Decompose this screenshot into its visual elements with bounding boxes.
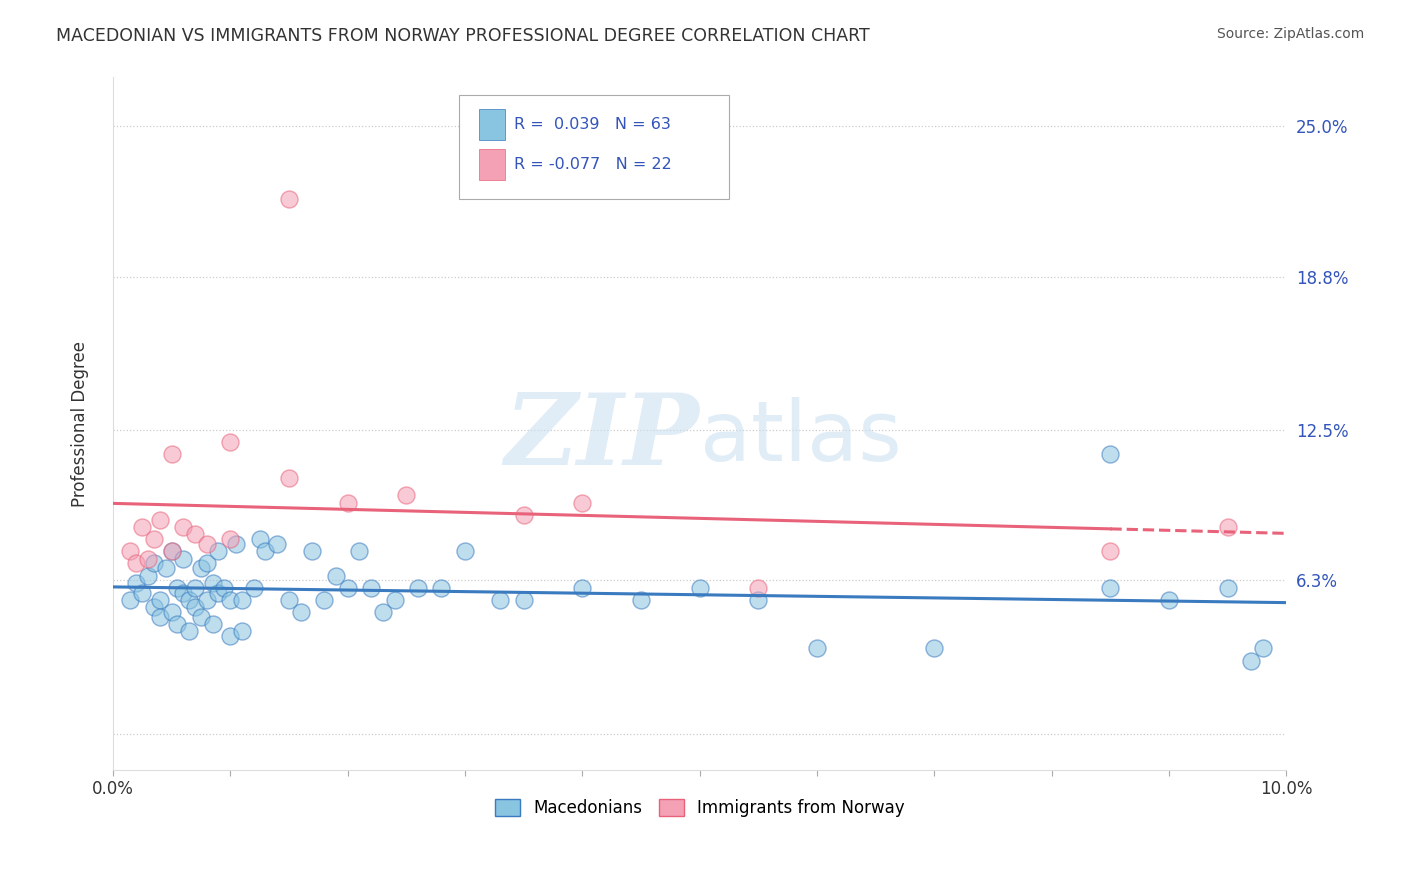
Macedonians (301, 544, 323, 558)
Macedonians (1099, 581, 1122, 595)
Immigrants from Norway (277, 192, 299, 206)
Macedonians (1251, 641, 1274, 656)
Macedonians (179, 624, 201, 639)
Immigrants from Norway (120, 544, 142, 558)
Macedonians (190, 561, 212, 575)
Macedonians (336, 581, 359, 595)
Legend: Macedonians, Immigrants from Norway: Macedonians, Immigrants from Norway (488, 792, 911, 824)
Macedonians (806, 641, 828, 656)
Macedonians (219, 629, 242, 643)
Macedonians (489, 593, 512, 607)
Macedonians (571, 581, 593, 595)
Macedonians (172, 551, 194, 566)
Text: R = -0.077   N = 22: R = -0.077 N = 22 (515, 157, 672, 172)
Macedonians (195, 593, 218, 607)
Macedonians (254, 544, 277, 558)
Macedonians (149, 610, 172, 624)
Text: R =  0.039   N = 63: R = 0.039 N = 63 (515, 117, 671, 132)
Immigrants from Norway (336, 496, 359, 510)
Macedonians (201, 617, 224, 632)
Text: Source: ZipAtlas.com: Source: ZipAtlas.com (1216, 27, 1364, 41)
Immigrants from Norway (277, 471, 299, 485)
Macedonians (160, 544, 183, 558)
Immigrants from Norway (142, 532, 165, 546)
Immigrants from Norway (149, 513, 172, 527)
Macedonians (155, 561, 177, 575)
FancyBboxPatch shape (460, 95, 728, 199)
Macedonians (242, 581, 264, 595)
Y-axis label: Professional Degree: Professional Degree (72, 341, 89, 507)
Macedonians (201, 575, 224, 590)
Macedonians (179, 593, 201, 607)
Macedonians (184, 600, 207, 615)
Text: ZIP: ZIP (505, 389, 700, 486)
Macedonians (747, 593, 769, 607)
Macedonians (184, 581, 207, 595)
Immigrants from Norway (131, 520, 153, 534)
Macedonians (190, 610, 212, 624)
Macedonians (349, 544, 371, 558)
Macedonians (225, 537, 247, 551)
Immigrants from Norway (219, 532, 242, 546)
Macedonians (149, 593, 172, 607)
Macedonians (166, 581, 188, 595)
Macedonians (1159, 593, 1181, 607)
Macedonians (924, 641, 946, 656)
Macedonians (325, 568, 347, 582)
Macedonians (219, 593, 242, 607)
Macedonians (430, 581, 453, 595)
Macedonians (406, 581, 429, 595)
Immigrants from Norway (125, 557, 148, 571)
Macedonians (207, 585, 229, 599)
Text: atlas: atlas (700, 397, 901, 478)
Macedonians (214, 581, 236, 595)
Macedonians (207, 544, 229, 558)
Macedonians (166, 617, 188, 632)
Immigrants from Norway (512, 508, 534, 522)
Macedonians (120, 593, 142, 607)
Macedonians (136, 568, 159, 582)
FancyBboxPatch shape (479, 109, 505, 140)
Immigrants from Norway (184, 527, 207, 541)
Macedonians (160, 605, 183, 619)
Immigrants from Norway (571, 496, 593, 510)
Immigrants from Norway (172, 520, 194, 534)
Macedonians (371, 605, 394, 619)
Macedonians (689, 581, 711, 595)
Macedonians (290, 605, 312, 619)
Macedonians (314, 593, 336, 607)
Macedonians (125, 575, 148, 590)
Macedonians (454, 544, 477, 558)
Text: MACEDONIAN VS IMMIGRANTS FROM NORWAY PROFESSIONAL DEGREE CORRELATION CHART: MACEDONIAN VS IMMIGRANTS FROM NORWAY PRO… (56, 27, 870, 45)
Macedonians (1240, 654, 1263, 668)
Macedonians (142, 557, 165, 571)
Macedonians (1216, 581, 1239, 595)
Macedonians (266, 537, 288, 551)
Macedonians (360, 581, 382, 595)
Immigrants from Norway (219, 434, 242, 449)
Macedonians (142, 600, 165, 615)
Macedonians (512, 593, 534, 607)
Immigrants from Norway (195, 537, 218, 551)
FancyBboxPatch shape (479, 149, 505, 180)
Macedonians (1099, 447, 1122, 461)
Macedonians (249, 532, 271, 546)
Macedonians (231, 624, 253, 639)
Immigrants from Norway (136, 551, 159, 566)
Macedonians (131, 585, 153, 599)
Macedonians (172, 585, 194, 599)
Macedonians (277, 593, 299, 607)
Macedonians (630, 593, 652, 607)
Macedonians (231, 593, 253, 607)
Immigrants from Norway (160, 447, 183, 461)
Immigrants from Norway (160, 544, 183, 558)
Immigrants from Norway (1216, 520, 1239, 534)
Immigrants from Norway (1099, 544, 1122, 558)
Immigrants from Norway (395, 488, 418, 502)
Macedonians (195, 557, 218, 571)
Immigrants from Norway (747, 581, 769, 595)
Macedonians (384, 593, 406, 607)
